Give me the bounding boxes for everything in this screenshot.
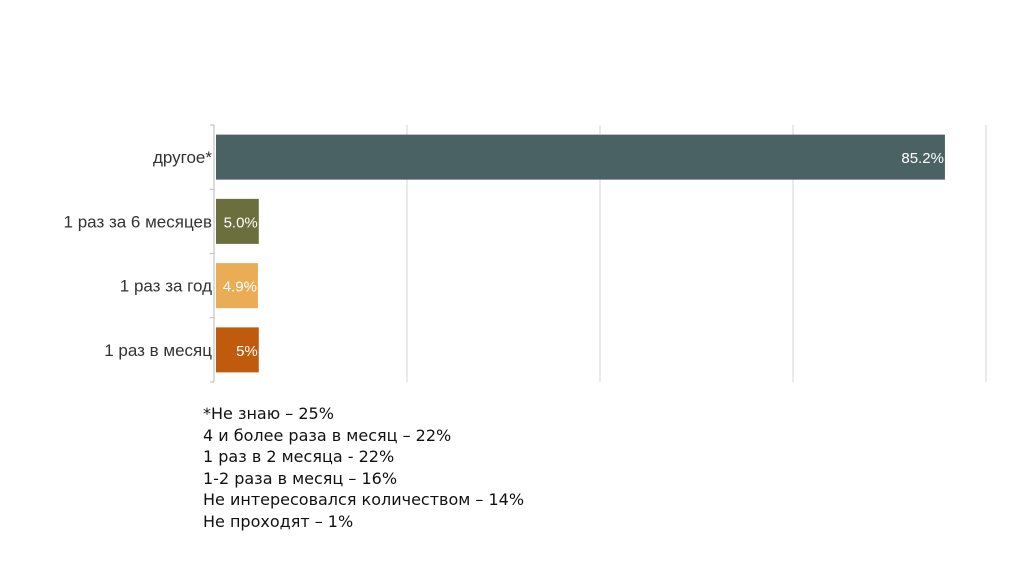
footnote: *Не знаю – 25% 4 и более раза в месяц – … [203, 403, 524, 532]
category-labels: другое* 1 раз за 6 месяцев 1 раз за год 1 р… [64, 148, 213, 360]
footnote-line: Не проходят – 1% [203, 511, 354, 531]
bar [216, 327, 259, 373]
value-label: 4.9% [223, 279, 257, 296]
category-label: другое* [153, 148, 212, 167]
bar [216, 198, 259, 244]
category-label: 1 раз за 6 месяцев [64, 212, 212, 231]
footnote-line: 4 и более раза в месяц – 22% [203, 425, 452, 445]
category-label: 1 раз в месяц [104, 341, 212, 360]
footnote-line: *Не знаю – 25% [203, 404, 334, 423]
value-labels: 85.2% 5.0% 4.9% 5% [223, 150, 944, 360]
footnote-line: 1 раз в 2 месяца - 22% [203, 447, 395, 466]
footnote-line: Не интересовался количеством – 14% [203, 490, 525, 509]
bar-chart: другое* 1 раз за 6 месяцев 1 раз за год 1 р… [64, 124, 987, 383]
value-label: 5.0% [224, 214, 258, 231]
bar [216, 263, 258, 309]
chart-bars [216, 134, 945, 373]
value-label: 85.2% [901, 150, 944, 167]
value-label: 5% [236, 343, 258, 360]
bar [216, 134, 945, 180]
category-label: 1 раз за год [120, 277, 212, 296]
footnote-line: 1-2 раза в месяц – 16% [203, 468, 398, 488]
